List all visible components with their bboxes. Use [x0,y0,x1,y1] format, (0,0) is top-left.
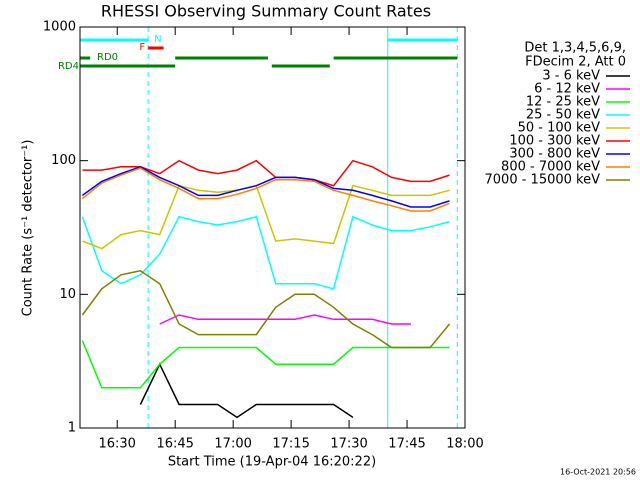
legend-label: 50 - 100 keV [518,121,601,136]
legend-label: 6 - 12 keV [534,82,600,97]
x-tick-label: 17:15 [272,437,309,452]
legend-label: 300 - 800 keV [509,147,600,162]
series-line [81,165,450,208]
series-line [81,340,450,389]
footer: 16-Oct-2021 20:56 [560,468,636,477]
x-axis-label: Start Time (19-Apr-04 16:20:22) [168,455,376,470]
legend-label: 25 - 50 keV [526,108,600,123]
series-line [81,270,451,349]
y-tick-label: 10 [59,287,76,302]
y-tick-label: 1 [68,421,76,436]
x-tick-label: 18:00 [446,437,483,452]
y-tick-label: 100 [51,153,76,168]
x-tick-label: 17:30 [330,437,367,452]
plot-frame [79,26,466,429]
y-tick-label: 1000 [43,20,76,35]
series-line [82,184,450,250]
flag-label: N [154,34,161,45]
legend-label: 12 - 25 keV [526,95,600,110]
x-tick-label: 16:30 [98,437,135,452]
series-line [81,167,450,212]
flag-label: F [139,42,145,53]
legend-label: 800 - 7000 keV [501,160,600,175]
flag-label: RD4 [58,61,79,72]
flag-label: RD0 [97,52,118,63]
legend-label: 100 - 300 keV [509,134,600,149]
legend-header: FDecim 2, Att 0 [525,55,626,70]
x-tick-label: 17:00 [214,437,251,452]
series-line [159,314,411,325]
series-line [81,215,450,290]
chart-title: RHESSI Observing Summary Count Rates [101,2,431,21]
legend-label: 3 - 6 keV [542,69,600,84]
series-line [139,362,354,419]
legend-label: 7000 - 15000 keV [485,173,601,188]
x-tick-label: 17:45 [388,437,425,452]
legend-header: Det 1,3,4,5,6,9, [524,41,626,56]
x-tick-label: 16:45 [156,437,193,452]
y-axis-label: Count Rate (s⁻¹ detector⁻¹) [21,140,36,317]
